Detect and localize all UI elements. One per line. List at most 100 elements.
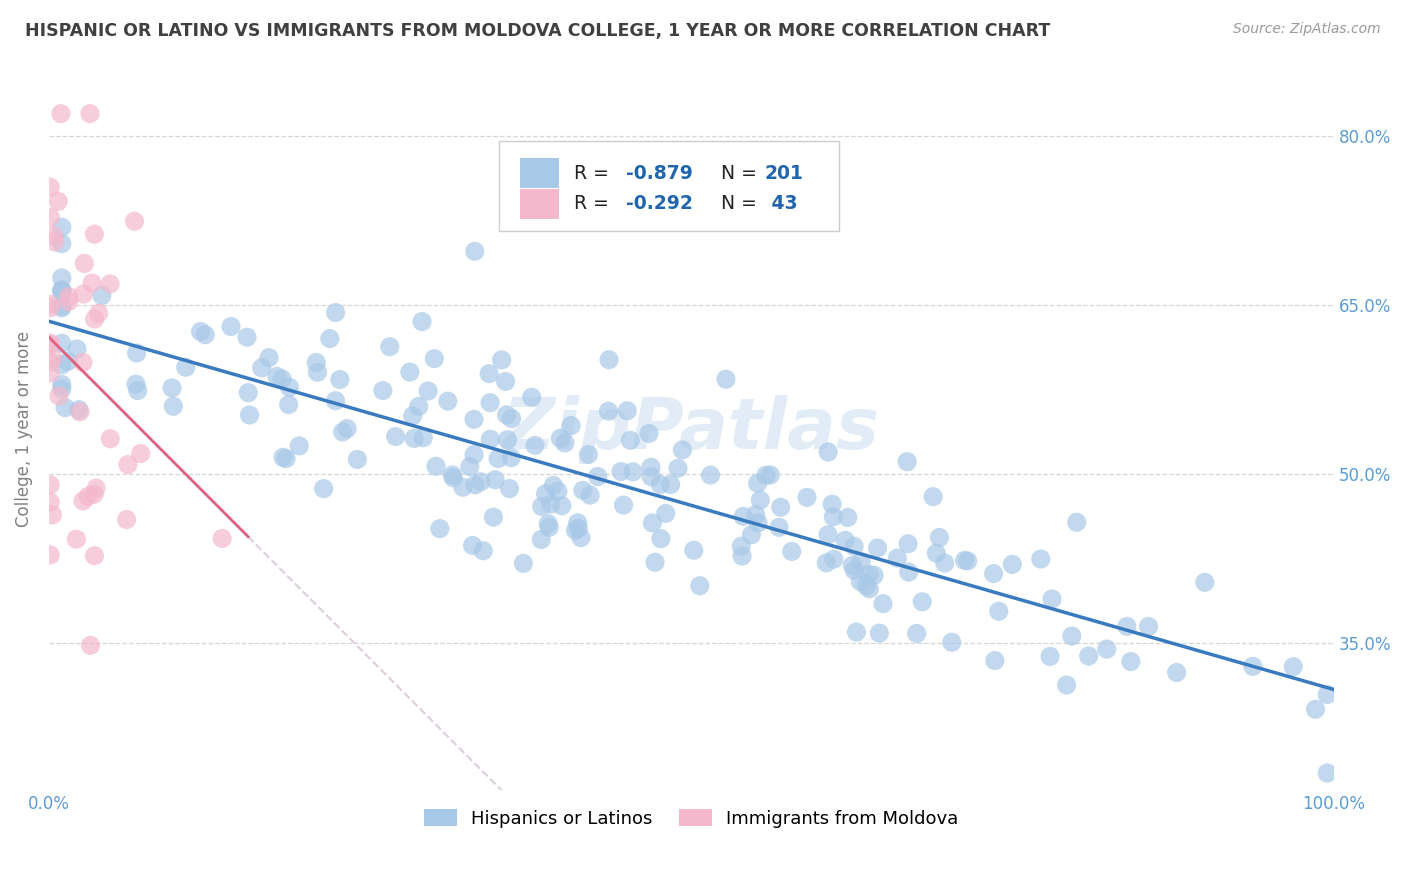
Point — [501, 450, 523, 465]
Point — [51, 336, 73, 351]
Point — [1060, 629, 1083, 643]
Point — [51, 284, 73, 298]
Point — [458, 459, 481, 474]
Point — [534, 486, 557, 500]
Point — [482, 510, 505, 524]
Point — [49, 106, 72, 120]
Point — [731, 549, 754, 563]
Point — [51, 236, 73, 251]
Point — [346, 452, 368, 467]
Point — [755, 468, 778, 483]
Point — [569, 531, 592, 545]
Point — [619, 434, 641, 448]
Point — [496, 433, 519, 447]
Point — [46, 194, 69, 209]
Point — [640, 460, 662, 475]
Point — [124, 214, 146, 228]
Text: R =: R = — [575, 164, 616, 183]
Point — [160, 381, 183, 395]
Point — [834, 533, 856, 548]
Point — [1137, 619, 1160, 633]
Text: N =: N = — [709, 194, 763, 213]
Point — [67, 402, 90, 417]
Point — [744, 508, 766, 522]
Point — [659, 477, 682, 491]
Point — [329, 372, 352, 386]
Point — [844, 564, 866, 578]
Point — [39, 478, 62, 492]
Point — [689, 579, 711, 593]
Point — [39, 297, 62, 311]
Point — [983, 566, 1005, 581]
Point — [863, 568, 886, 582]
Point — [478, 367, 501, 381]
Point — [332, 425, 354, 439]
Point — [666, 461, 689, 475]
Point — [194, 327, 217, 342]
Point — [551, 499, 574, 513]
Point — [312, 482, 335, 496]
Point — [495, 375, 517, 389]
Point — [425, 459, 447, 474]
Point — [84, 481, 107, 495]
Point — [537, 516, 560, 531]
Point — [858, 582, 880, 596]
Point — [39, 548, 62, 562]
Legend: Hispanics or Latinos, Immigrants from Moldova: Hispanics or Latinos, Immigrants from Mo… — [416, 802, 966, 835]
Point — [236, 330, 259, 344]
Point — [747, 476, 769, 491]
Point — [1119, 655, 1142, 669]
Point — [384, 429, 406, 443]
Text: 43: 43 — [765, 194, 797, 213]
Point — [211, 532, 233, 546]
Point — [479, 395, 502, 409]
Point — [464, 478, 486, 492]
Point — [39, 336, 62, 351]
Text: R =: R = — [575, 194, 616, 213]
Point — [896, 455, 918, 469]
Point — [79, 106, 101, 120]
Point — [1066, 516, 1088, 530]
Point — [51, 382, 73, 396]
Point — [495, 408, 517, 422]
Point — [817, 528, 839, 542]
Point — [238, 385, 260, 400]
Point — [90, 288, 112, 302]
Point — [412, 431, 434, 445]
Point — [925, 546, 948, 560]
Point — [512, 557, 534, 571]
Point — [1316, 766, 1339, 780]
Point — [650, 532, 672, 546]
Point — [257, 351, 280, 365]
Point — [956, 554, 979, 568]
Point — [550, 431, 572, 445]
Point — [58, 294, 80, 309]
Point — [271, 372, 294, 386]
Point — [886, 551, 908, 566]
Point — [77, 489, 100, 503]
Point — [911, 595, 934, 609]
Point — [815, 556, 838, 570]
Point — [277, 398, 299, 412]
Point — [638, 426, 661, 441]
Point — [498, 482, 520, 496]
Point — [905, 626, 928, 640]
Text: -0.292: -0.292 — [626, 194, 693, 213]
Point — [80, 276, 103, 290]
Point — [51, 301, 73, 315]
Point — [616, 403, 638, 417]
Point — [464, 244, 486, 259]
Point — [560, 418, 582, 433]
Point — [780, 544, 803, 558]
Point — [484, 473, 506, 487]
Point — [325, 393, 347, 408]
Text: N =: N = — [709, 164, 763, 183]
Point — [572, 483, 595, 498]
Point — [39, 211, 62, 225]
Point — [42, 228, 65, 243]
Point — [682, 543, 704, 558]
Point — [51, 377, 73, 392]
Point — [868, 626, 890, 640]
Point — [858, 567, 880, 582]
Point — [436, 394, 458, 409]
